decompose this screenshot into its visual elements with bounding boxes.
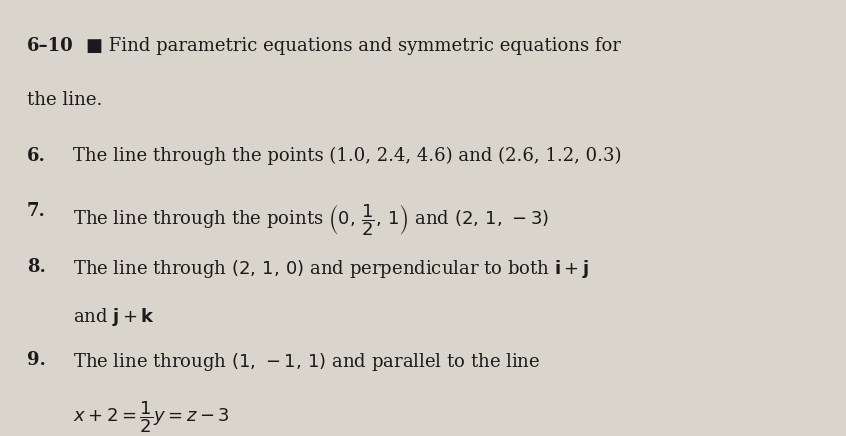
Text: 9.: 9. xyxy=(27,351,46,369)
Text: 8.: 8. xyxy=(27,258,46,276)
Text: The line through the points $\left(0,\,\dfrac{1}{2},\,1\right)$ and $(2,\,1,\,-3: The line through the points $\left(0,\,\… xyxy=(73,202,549,238)
Text: $x + 2 = \dfrac{1}{2}y = z - 3$: $x + 2 = \dfrac{1}{2}y = z - 3$ xyxy=(73,399,230,435)
Text: 6.: 6. xyxy=(27,146,46,164)
Text: The line through $(1,\,-1,\,1)$ and parallel to the line: The line through $(1,\,-1,\,1)$ and para… xyxy=(73,351,541,373)
Text: and $\mathbf{j}+\mathbf{k}$: and $\mathbf{j}+\mathbf{k}$ xyxy=(73,306,155,327)
Text: 7.: 7. xyxy=(27,202,46,220)
Text: The line through the points (1.0, 2.4, 4.6) and (2.6, 1.2, 0.3): The line through the points (1.0, 2.4, 4… xyxy=(73,146,622,165)
Text: the line.: the line. xyxy=(27,91,102,109)
Text: 6–10: 6–10 xyxy=(27,37,74,55)
Text: The line through $(2,\,1,\,0)$ and perpendicular to both $\mathbf{i}+\mathbf{j}$: The line through $(2,\,1,\,0)$ and perpe… xyxy=(73,258,589,280)
Text: ■ Find parametric equations and symmetric equations for: ■ Find parametric equations and symmetri… xyxy=(85,37,621,55)
